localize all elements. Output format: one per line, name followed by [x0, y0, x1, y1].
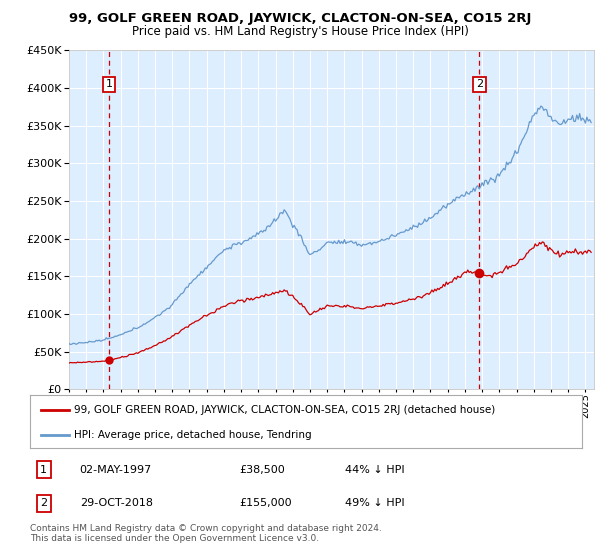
Text: HPI: Average price, detached house, Tendring: HPI: Average price, detached house, Tend… [74, 430, 312, 440]
Text: 99, GOLF GREEN ROAD, JAYWICK, CLACTON-ON-SEA, CO15 2RJ (detached house): 99, GOLF GREEN ROAD, JAYWICK, CLACTON-ON… [74, 405, 496, 415]
Text: 1: 1 [40, 465, 47, 475]
Text: £155,000: £155,000 [240, 498, 292, 508]
Text: £38,500: £38,500 [240, 465, 286, 475]
Text: 1: 1 [106, 80, 113, 89]
Text: 2: 2 [476, 80, 483, 89]
Text: Contains HM Land Registry data © Crown copyright and database right 2024.
This d: Contains HM Land Registry data © Crown c… [30, 524, 382, 543]
Text: Price paid vs. HM Land Registry's House Price Index (HPI): Price paid vs. HM Land Registry's House … [131, 25, 469, 38]
Text: 49% ↓ HPI: 49% ↓ HPI [344, 498, 404, 508]
Text: 29-OCT-2018: 29-OCT-2018 [80, 498, 152, 508]
Text: 99, GOLF GREEN ROAD, JAYWICK, CLACTON-ON-SEA, CO15 2RJ: 99, GOLF GREEN ROAD, JAYWICK, CLACTON-ON… [69, 12, 531, 25]
Text: 02-MAY-1997: 02-MAY-1997 [80, 465, 152, 475]
Text: 2: 2 [40, 498, 47, 508]
Text: 44% ↓ HPI: 44% ↓ HPI [344, 465, 404, 475]
